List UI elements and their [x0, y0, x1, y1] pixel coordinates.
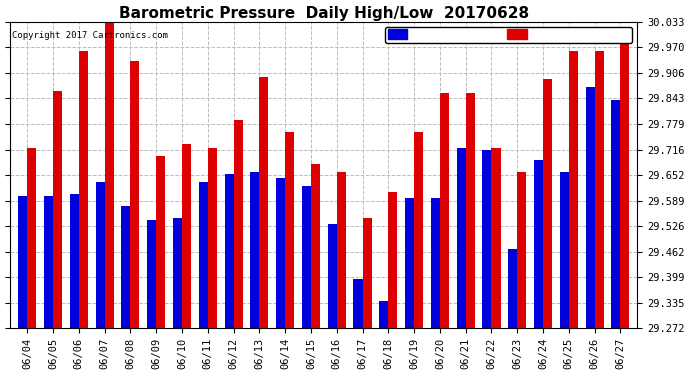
Bar	[53, 92, 62, 328]
Bar	[79, 51, 88, 328]
Bar	[311, 164, 320, 328]
Bar	[250, 172, 259, 328]
Bar	[595, 51, 604, 328]
Bar	[534, 160, 543, 328]
Bar	[362, 218, 371, 328]
Bar	[44, 196, 53, 328]
Bar	[569, 51, 578, 328]
Bar	[518, 172, 526, 328]
Bar	[302, 186, 311, 328]
Bar	[611, 99, 620, 328]
Bar	[620, 39, 629, 328]
Bar	[130, 61, 139, 328]
Bar	[276, 178, 285, 328]
Bar	[482, 150, 491, 328]
Bar	[405, 198, 414, 328]
Bar	[586, 87, 595, 328]
Bar	[173, 218, 182, 328]
Bar	[388, 192, 397, 328]
Bar	[224, 174, 233, 328]
Bar	[414, 132, 423, 328]
Bar	[147, 220, 156, 328]
Bar	[457, 148, 466, 328]
Bar	[431, 198, 440, 328]
Bar	[27, 148, 36, 328]
Title: Barometric Pressure  Daily High/Low  20170628: Barometric Pressure Daily High/Low 20170…	[119, 6, 529, 21]
Bar	[466, 93, 475, 328]
Bar	[380, 301, 388, 328]
Bar	[70, 194, 79, 328]
Bar	[105, 23, 114, 328]
Bar	[208, 148, 217, 328]
Bar	[337, 172, 346, 328]
Legend: Low  (Inches/Hg), High  (Inches/Hg): Low (Inches/Hg), High (Inches/Hg)	[385, 27, 632, 43]
Bar	[182, 144, 191, 328]
Bar	[95, 182, 105, 328]
Bar	[328, 225, 337, 328]
Bar	[156, 156, 165, 328]
Bar	[18, 196, 27, 328]
Bar	[233, 120, 243, 328]
Bar	[285, 132, 294, 328]
Bar	[353, 279, 362, 328]
Bar	[509, 249, 518, 328]
Bar	[440, 93, 449, 328]
Bar	[491, 148, 500, 328]
Bar	[121, 206, 130, 328]
Bar	[560, 172, 569, 328]
Bar	[543, 80, 552, 328]
Bar	[259, 77, 268, 328]
Bar	[199, 182, 208, 328]
Text: Copyright 2017 Cartronics.com: Copyright 2017 Cartronics.com	[12, 31, 168, 40]
